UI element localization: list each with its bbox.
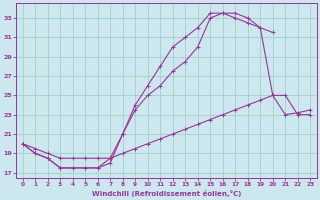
X-axis label: Windchill (Refroidissement éolien,°C): Windchill (Refroidissement éolien,°C) bbox=[92, 190, 241, 197]
